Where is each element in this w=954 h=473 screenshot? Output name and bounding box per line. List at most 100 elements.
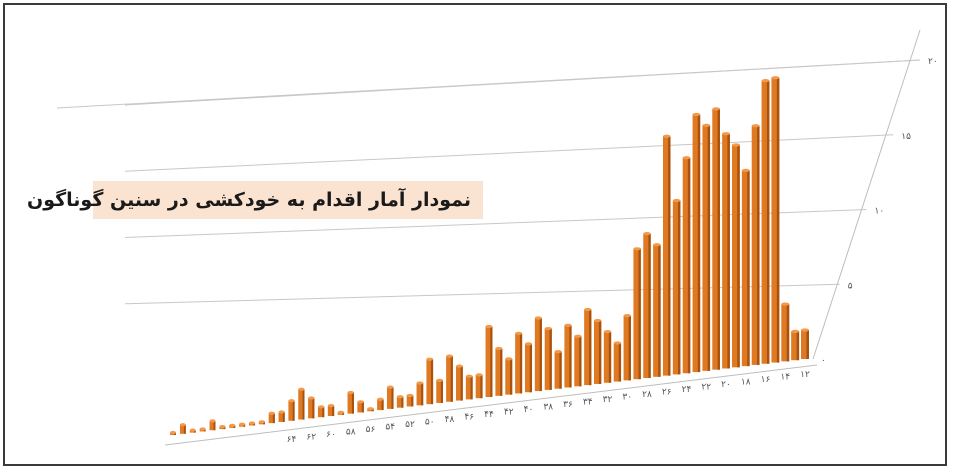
- bar-top: [386, 385, 394, 389]
- bar-side: [598, 320, 602, 384]
- bar: [475, 373, 483, 399]
- bar-side: [490, 326, 493, 397]
- bar: [653, 243, 661, 377]
- bar-body: [426, 359, 434, 405]
- bar-side: [628, 315, 631, 381]
- bar-side: [677, 200, 681, 375]
- bar-top: [308, 396, 315, 400]
- chart-frame: ۰ ۵ ۱۰ ۱۵ ۲۰ ۱۲ ۱۴ ۱۶ ۱۸ ۲۰ ۲۲ ۲۴ ۲۶ ۲۸ ۳۰ ۳۲ ۳۴ ۳۶ ۳۸ ۴۰ ۴۲…: [3, 3, 947, 466]
- bar-body: [386, 387, 394, 409]
- bar-top: [524, 342, 533, 346]
- bar-side: [302, 389, 305, 420]
- x-tick-label: ۶۰: [326, 430, 336, 440]
- bar-top: [643, 232, 651, 236]
- bar: [682, 156, 691, 374]
- bar-top: [327, 404, 335, 408]
- bar-body: [751, 125, 760, 365]
- bar-side: [292, 400, 295, 421]
- bar-side: [342, 412, 345, 415]
- bar: [248, 421, 256, 426]
- bar-top: [219, 424, 226, 429]
- bar-side: [510, 358, 513, 395]
- bar-body: [308, 397, 315, 419]
- bar: [337, 410, 345, 415]
- bar: [692, 112, 701, 373]
- bar-body: [485, 326, 493, 397]
- x-tick-label: ۵۴: [385, 423, 395, 433]
- x-tick-label: ۴۶: [464, 413, 474, 423]
- bar-top: [702, 123, 711, 127]
- x-tick-label: ۲۰: [721, 380, 731, 390]
- bar: [672, 198, 681, 375]
- bar-side: [272, 413, 275, 424]
- bar-side: [717, 108, 720, 370]
- bar: [446, 354, 453, 402]
- bar-side: [421, 383, 424, 406]
- bar-side: [648, 233, 651, 378]
- x-tick-label: ۱۴: [780, 373, 790, 383]
- x-tick-label: ۲۸: [642, 390, 652, 400]
- x-tick-label: ۲۲: [701, 383, 711, 393]
- bar: [436, 378, 443, 403]
- x-tick-label: ۳۶: [563, 400, 573, 410]
- bar-body: [357, 401, 364, 413]
- bar-side: [668, 136, 671, 376]
- bar-body: [209, 420, 216, 431]
- bar: [357, 400, 364, 413]
- bar-top: [278, 410, 285, 414]
- bar-top: [593, 318, 602, 323]
- bar-top: [337, 410, 345, 414]
- bar: [801, 328, 809, 359]
- bar-top: [416, 381, 424, 385]
- bar-top: [584, 307, 592, 312]
- bar: [515, 331, 523, 394]
- bar-side: [440, 380, 443, 403]
- bar-body: [722, 133, 730, 369]
- bar-side: [312, 397, 315, 419]
- y-tick-label: ۱۵: [901, 132, 911, 142]
- x-tick-label: ۲۶: [662, 388, 672, 398]
- bar-top: [515, 331, 523, 335]
- bar-side: [796, 331, 800, 361]
- bar-side: [411, 395, 414, 407]
- x-tick-label: ۳۴: [583, 398, 593, 408]
- axes: [164, 29, 921, 446]
- bar-body: [495, 348, 503, 396]
- x-tick-label: ۳۰: [622, 393, 632, 403]
- bar-body: [633, 248, 641, 380]
- bar: [524, 342, 533, 393]
- bar-body: [455, 366, 463, 401]
- bar: [308, 396, 315, 419]
- bar: [702, 123, 711, 371]
- bar-top: [692, 112, 701, 117]
- x-tick-label: ۱۶: [761, 375, 771, 385]
- bar-top: [298, 387, 305, 391]
- bar: [662, 134, 671, 376]
- bar: [741, 168, 750, 367]
- bar-body: [278, 411, 285, 422]
- gridline: [124, 283, 840, 305]
- bar-side: [460, 366, 463, 401]
- x-tick-label: ۴۲: [504, 408, 514, 418]
- bar-side: [806, 330, 809, 359]
- bar: [771, 76, 780, 363]
- bar-top: [613, 341, 622, 345]
- bar-side: [183, 424, 186, 434]
- bar-side: [766, 80, 770, 364]
- bar-top: [406, 393, 414, 398]
- bar-side: [233, 425, 236, 428]
- bar-side: [658, 244, 661, 377]
- bar: [485, 324, 493, 397]
- bar-side: [539, 317, 542, 392]
- bar: [377, 397, 384, 411]
- bar-body: [584, 309, 592, 386]
- bar: [317, 405, 325, 418]
- bar-side: [391, 387, 394, 409]
- bar-body: [771, 77, 780, 363]
- y-tick-label: ۵: [848, 281, 853, 291]
- bar: [327, 404, 335, 416]
- bar-top: [653, 243, 661, 247]
- bar-side: [361, 401, 364, 413]
- bar-top: [357, 400, 364, 404]
- bar: [219, 424, 226, 430]
